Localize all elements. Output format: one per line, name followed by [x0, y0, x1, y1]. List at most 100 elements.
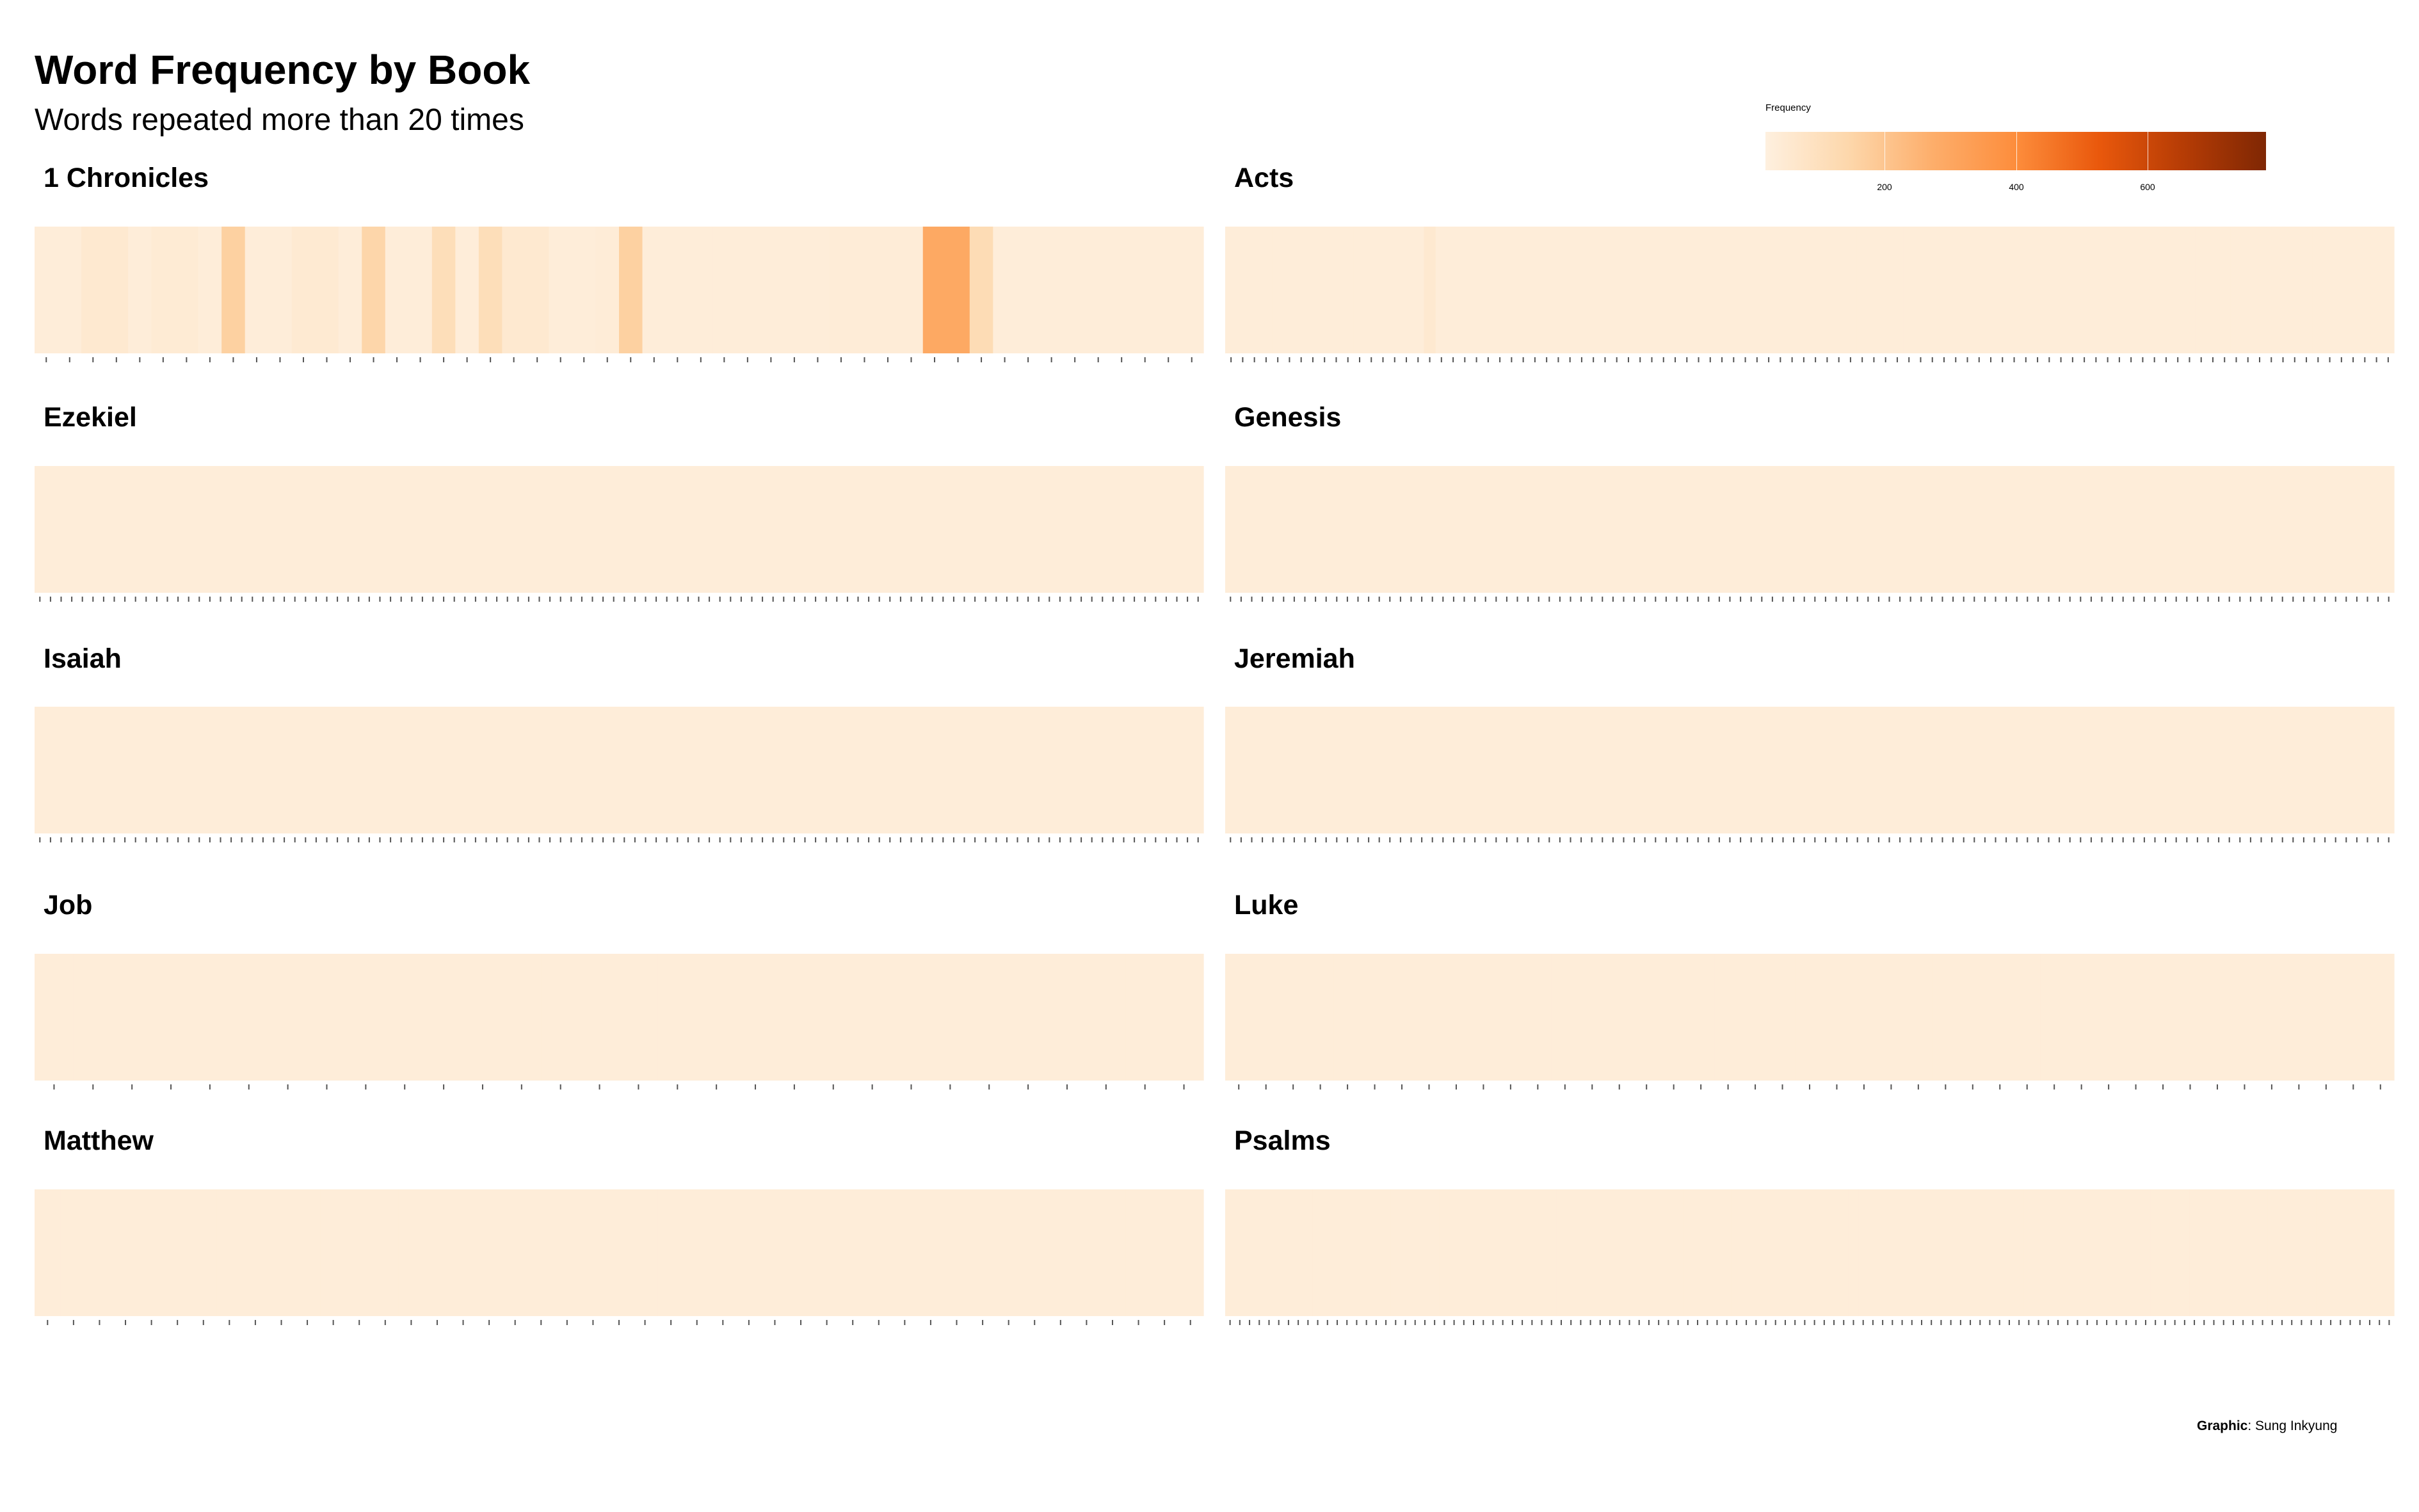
heatmap-cell: [58, 227, 82, 353]
heatmap-cell: [661, 466, 673, 593]
heatmap-cell: [1333, 954, 1362, 1081]
heatmap-strip-genesis: [1225, 466, 2395, 602]
heatmap-cell: [523, 466, 534, 593]
heatmap-cell: [1527, 1189, 1538, 1316]
heatmap-cell: [1097, 466, 1109, 593]
heatmap-cell: [2013, 954, 2041, 1081]
heatmap-cell: [1848, 1189, 1859, 1316]
heatmap-cell: [2367, 954, 2395, 1081]
heatmap-cell: [1536, 1189, 1547, 1316]
heatmap-cell: [236, 466, 248, 593]
heatmap-cell: [1385, 707, 1396, 833]
heatmap-cell: [1937, 466, 1949, 593]
heatmap-cell: [1751, 1189, 1762, 1316]
heatmap-cell: [927, 707, 938, 833]
heatmap-cell: [523, 707, 534, 833]
heatmap-cell: [1225, 707, 1237, 833]
heatmap-cell: [2118, 707, 2129, 833]
heatmap-cell: [1353, 227, 1366, 353]
heatmap-cell: [863, 466, 874, 593]
heatmap-cell: [1887, 1189, 1898, 1316]
heatmap-cell: [215, 466, 227, 593]
heatmap-cell: [1365, 227, 1378, 353]
heatmap-cell: [2182, 707, 2193, 833]
heatmap-cell: [342, 466, 354, 593]
heatmap-cell: [2253, 227, 2266, 353]
heatmap-cell: [2149, 954, 2177, 1081]
credit-label: Graphic: [2197, 1419, 2248, 1433]
heatmap-cell: [2245, 707, 2256, 833]
heatmap-cell: [693, 466, 705, 593]
panel-title-jeremiah: Jeremiah: [1234, 643, 1355, 674]
heatmap-cell: [1047, 954, 1087, 1081]
heatmap-cell: [1086, 227, 1111, 353]
heatmap-cell: [346, 954, 386, 1081]
heatmap-cell: [1086, 954, 1126, 1081]
heatmap-cell: [969, 227, 993, 353]
heatmap-cell: [119, 466, 131, 593]
heatmap-cell: [1579, 954, 1607, 1081]
heatmap-cell: [1873, 707, 1885, 833]
heatmap-cell: [2312, 954, 2340, 1081]
heatmap-cell: [1958, 707, 1970, 833]
heatmap-cell: [2107, 466, 2118, 593]
heatmap-cell: [906, 707, 917, 833]
heatmap-cell: [109, 707, 120, 833]
heatmap-cell: [1687, 954, 1715, 1081]
heatmap-cell: [1947, 707, 1959, 833]
heatmap-cell: [566, 707, 577, 833]
heatmap-cell: [1447, 227, 1459, 353]
heatmap-cell: [1469, 466, 1481, 593]
heatmap-cell: [1295, 227, 1308, 353]
heatmap-cell: [1449, 1189, 1459, 1316]
heatmap-cell: [362, 227, 386, 353]
heatmap-cell: [527, 1189, 555, 1316]
heatmap-cell: [712, 227, 737, 353]
heatmap-cell: [1644, 1189, 1655, 1316]
heatmap-cell: [930, 954, 970, 1081]
heatmap-cell: [1468, 1189, 1479, 1316]
heatmap-cell: [1150, 707, 1162, 833]
heatmap-cell: [1283, 1189, 1294, 1316]
heatmap-strip-matthew: [35, 1189, 1204, 1325]
heatmap-cell: [885, 707, 896, 833]
heatmap-cell: [629, 466, 641, 593]
heatmap-cell: [88, 707, 99, 833]
heatmap-cell: [1086, 707, 1098, 833]
heatmap-cell: [2107, 707, 2118, 833]
heatmap-cell: [1353, 466, 1364, 593]
heatmap-cell: [1575, 466, 1587, 593]
heatmap-cell: [56, 466, 67, 593]
heatmap-cell: [1225, 227, 1237, 353]
heatmap-cell: [2150, 1189, 2161, 1316]
heatmap-cell: [1938, 227, 1950, 353]
heatmap-cell: [1916, 707, 1927, 833]
heatmap-cell: [1622, 227, 1635, 353]
heatmap-cell: [544, 466, 556, 593]
heatmap-cell: [1950, 227, 1962, 353]
heatmap-cell: [1975, 1189, 1986, 1316]
heatmap-cell: [1512, 707, 1523, 833]
heatmap-cell: [428, 466, 439, 593]
heatmap-cell: [66, 466, 77, 593]
heatmap-cell: [88, 466, 99, 593]
panel-title-job: Job: [44, 890, 93, 921]
heatmap-cell: [1587, 227, 1600, 353]
heatmap-cell: [1488, 1189, 1499, 1316]
heatmap-cell: [895, 707, 906, 833]
heatmap-cell: [502, 707, 513, 833]
heatmap-cell: [2206, 227, 2219, 353]
heatmap-cell: [1565, 466, 1577, 593]
heatmap-cell: [2242, 227, 2254, 353]
legend: Frequency 200 400 600: [1765, 102, 2271, 198]
heatmap-cell: [1171, 466, 1183, 593]
heatmap-cell: [1065, 707, 1077, 833]
heatmap-cell: [1099, 1189, 1126, 1316]
heatmap-cell: [449, 466, 460, 593]
heatmap-cell: [1541, 227, 1553, 353]
heatmap-cell: [1075, 466, 1087, 593]
heatmap-cell: [922, 227, 947, 353]
heatmap-cell: [332, 707, 343, 833]
heatmap-cell: [1897, 1189, 1908, 1316]
heatmap-cell: [1493, 227, 1506, 353]
